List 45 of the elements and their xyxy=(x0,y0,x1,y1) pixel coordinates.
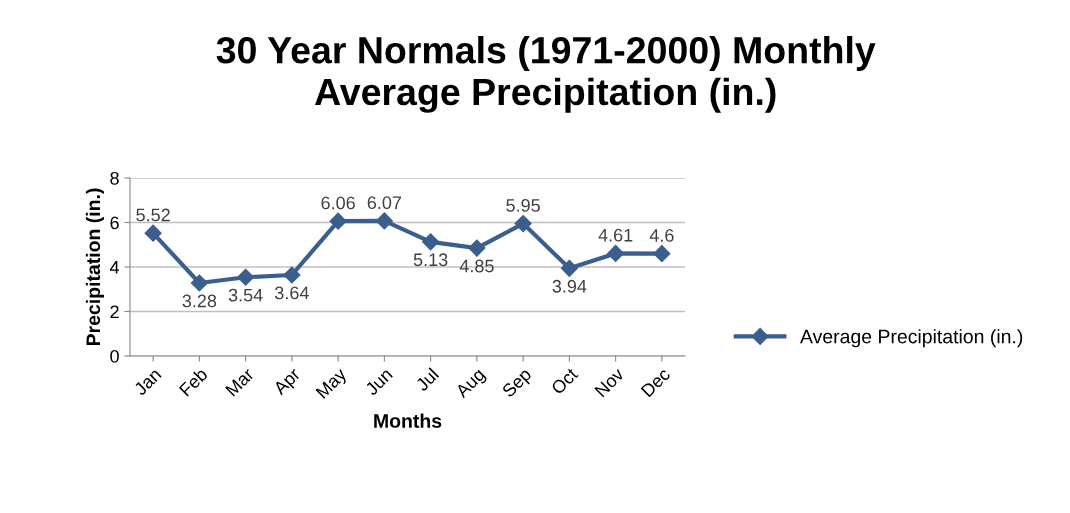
y-tick-label: 6 xyxy=(110,216,119,230)
x-axis-title: Months xyxy=(374,413,442,428)
x-tick-label: Jan xyxy=(133,367,162,397)
data-label: 5.95 xyxy=(506,199,540,212)
point xyxy=(190,274,208,292)
x-tick-label: Aug xyxy=(454,367,488,402)
point xyxy=(560,259,578,277)
point xyxy=(607,244,625,262)
x-tick-label: Jul xyxy=(414,367,440,392)
data-label: 3.94 xyxy=(552,279,587,293)
data-label: 5.52 xyxy=(136,208,170,222)
y-tick-label: 4 xyxy=(109,261,120,274)
x-tick-label: Mar xyxy=(225,367,255,397)
y-tick-label: 2 xyxy=(110,305,119,319)
x-tick-label: Nov xyxy=(594,366,625,398)
data-label: 5.13 xyxy=(413,253,448,267)
x-tick-label: Dec xyxy=(640,367,671,398)
x-tick-label: Sep xyxy=(501,367,535,401)
point xyxy=(283,266,301,284)
data-label: 4.61 xyxy=(598,228,633,242)
y-tick-label: 0 xyxy=(110,349,119,363)
data-label: 6.07 xyxy=(367,196,402,210)
point xyxy=(144,224,162,242)
chart-title: 30 Year Normals (1971-2000) Monthly Average Precipitation (in.) xyxy=(216,35,876,113)
x-tick-label: May xyxy=(315,366,350,402)
point xyxy=(422,233,440,251)
point xyxy=(329,212,347,230)
data-label: 3.64 xyxy=(274,286,309,300)
data-label: 4.85 xyxy=(459,259,494,273)
data-label: 6.06 xyxy=(321,196,355,210)
point xyxy=(514,215,532,233)
data-label: 3.28 xyxy=(182,294,217,308)
point xyxy=(468,239,486,257)
point xyxy=(237,268,255,286)
data-label: 4.6 xyxy=(649,229,674,242)
x-tick-label: Jun xyxy=(364,367,393,397)
data-label: 3.54 xyxy=(228,288,263,302)
x-tick-label: Oct xyxy=(550,366,579,396)
point xyxy=(653,245,671,263)
x-tick-label: Feb xyxy=(178,366,209,397)
point xyxy=(375,212,393,230)
x-tick-label: Apr xyxy=(272,367,304,399)
legend-label: Average Precipitation (in.) xyxy=(800,329,1023,348)
y-axis-title: Precipitation (in.) xyxy=(85,188,104,346)
y-tick-label: 8 xyxy=(110,171,119,185)
